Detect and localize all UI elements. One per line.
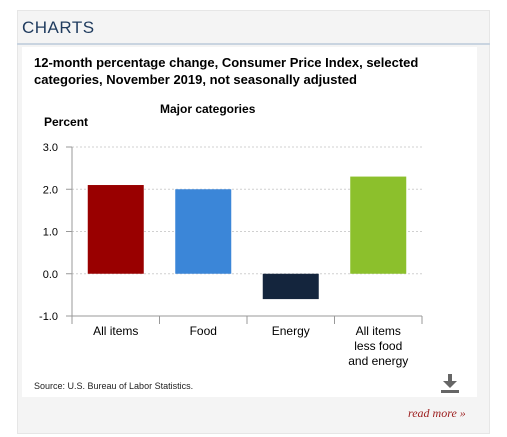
y-tick-label: 2.0 bbox=[43, 184, 58, 196]
y-tick-label: 1.0 bbox=[43, 227, 58, 239]
x-tick-label: All items bbox=[356, 324, 401, 338]
read-more-link[interactable]: read more » bbox=[408, 406, 466, 420]
bar bbox=[262, 273, 319, 300]
bar bbox=[175, 189, 232, 274]
y-tick-label: 0.0 bbox=[43, 269, 58, 281]
bar bbox=[350, 176, 407, 274]
y-tick-label: 3.0 bbox=[43, 142, 58, 154]
download-icon[interactable] bbox=[439, 372, 461, 394]
source-note: Source: U.S. Bureau of Labor Statistics. bbox=[34, 381, 194, 391]
widget-heading: CHARTS bbox=[22, 18, 95, 37]
chart-title: 12-month percentage change, Consumer Pri… bbox=[34, 55, 419, 87]
x-tick-label: and energy bbox=[348, 354, 408, 368]
x-tick-label: less food bbox=[354, 339, 402, 353]
bar bbox=[87, 185, 144, 274]
x-tick-label: Energy bbox=[272, 324, 310, 338]
chart-subtitle: Major categories bbox=[160, 102, 256, 116]
x-tick-label: Food bbox=[190, 324, 217, 338]
heading-divider bbox=[17, 43, 490, 45]
x-tick-label: All items bbox=[93, 324, 138, 338]
y-tick-label: -1.0 bbox=[39, 311, 58, 323]
y-axis-label: Percent bbox=[44, 115, 89, 129]
